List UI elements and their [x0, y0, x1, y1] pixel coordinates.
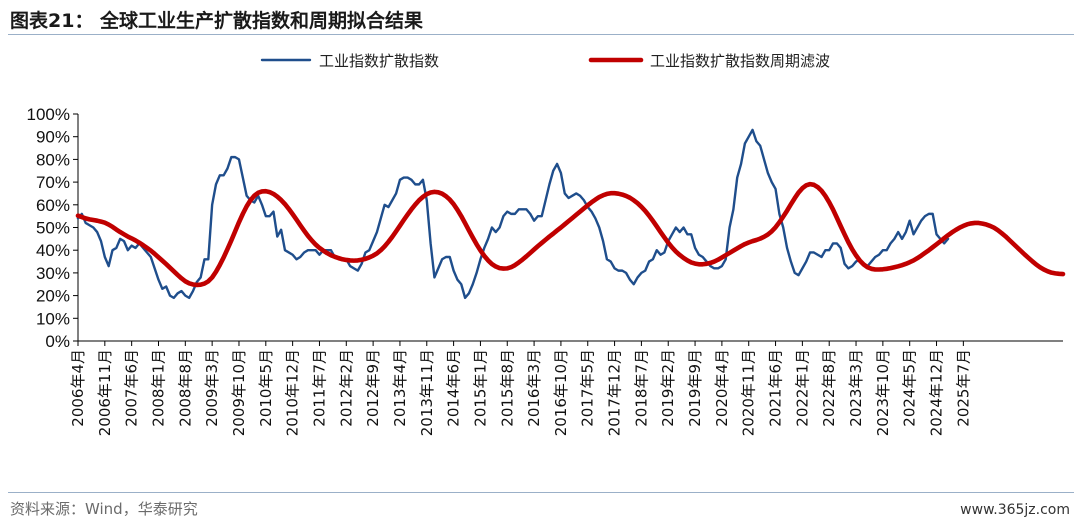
- x-tick-label: 2017年5月: [579, 349, 597, 427]
- x-tick-label: 2024年5月: [901, 349, 919, 427]
- x-tick-label: 2009年10月: [230, 349, 248, 436]
- y-tick-label: 0%: [45, 332, 70, 351]
- x-tick-label: 2022年8月: [820, 349, 838, 427]
- series-line-1: [76, 128, 950, 300]
- x-tick-label: 2013年4月: [391, 349, 409, 427]
- x-tick-label: 2020年4月: [713, 349, 731, 427]
- legend-label-2: 工业指数扩散指数周期滤波: [650, 52, 830, 70]
- y-tick-label: 100%: [27, 105, 70, 124]
- source-divider: [8, 492, 1074, 493]
- y-tick-label: 10%: [36, 309, 70, 328]
- x-tick-label: 2010年5月: [257, 349, 275, 427]
- chart-legend: 工业指数扩散指数 工业指数扩散指数周期滤波: [260, 52, 830, 70]
- x-tick-label: 2008年8月: [176, 349, 194, 427]
- x-tick-label: 2023年3月: [847, 349, 865, 427]
- x-tick-label: 2020年11月: [740, 349, 758, 436]
- x-tick-label: 2013年11月: [418, 349, 436, 436]
- x-tick-label: 2008年1月: [149, 349, 167, 427]
- x-tick-label: 2007年6月: [123, 349, 141, 427]
- x-tick-label: 2012年9月: [364, 349, 382, 427]
- y-tick-label: 80%: [36, 150, 70, 169]
- x-tick-label: 2006年4月: [69, 349, 87, 427]
- figure-title: 图表21： 全球工业生产扩散指数和周期拟合结果: [10, 10, 424, 32]
- y-tick-label: 90%: [36, 128, 70, 147]
- x-tick-label: 2011年7月: [310, 349, 328, 427]
- x-tick-label: 2022年1月: [793, 349, 811, 427]
- source-note: 资料来源：Wind，华泰研究: [10, 500, 198, 518]
- x-tick-label: 2024年12月: [928, 349, 946, 436]
- y-tick-label: 20%: [36, 287, 70, 306]
- x-tick-label: 2015年8月: [498, 349, 516, 427]
- x-tick-label: 2017年12月: [606, 349, 624, 436]
- x-axis: 2006年4月 2006年11月 2007年6月 2008年1月 2008年8月 2009…: [69, 340, 1063, 436]
- x-tick-label: 2015年1月: [471, 349, 489, 427]
- x-tick-label: 2025年7月: [954, 349, 972, 427]
- y-tick-label: 30%: [36, 264, 70, 283]
- y-axis: 0% 10% 20% 30% 40% 50% 60% 70% 80% 90% 100%: [27, 105, 79, 351]
- y-tick-label: 50%: [36, 219, 70, 238]
- watermark-text: www.365jz.com: [960, 502, 1070, 518]
- series-layer: [75, 128, 1066, 300]
- y-tick-label: 70%: [36, 173, 70, 192]
- x-tick-label: 2019年2月: [659, 349, 677, 427]
- x-tick-label: 2014年6月: [445, 349, 463, 427]
- x-tick-label: 2021年6月: [767, 349, 785, 427]
- x-tick-label: 2019年9月: [686, 349, 704, 427]
- x-tick-label: 2012年2月: [337, 349, 355, 427]
- x-tick-label: 2023年10月: [874, 349, 892, 436]
- x-tick-label: 2010年12月: [284, 349, 302, 436]
- series-line-2: [75, 181, 1066, 288]
- x-tick-label: 2009年3月: [203, 349, 221, 427]
- y-tick-label: 60%: [36, 196, 70, 215]
- x-tick-label: 2016年10月: [552, 349, 570, 436]
- line-chart: 工业指数扩散指数 工业指数扩散指数周期滤波 0% 10% 20% 30% 40% 50% 60…: [27, 52, 1066, 436]
- title-divider: [8, 34, 1074, 35]
- x-tick-label: 2006年11月: [96, 349, 114, 436]
- y-tick-label: 40%: [36, 241, 70, 260]
- legend-label-1: 工业指数扩散指数: [319, 52, 439, 70]
- x-tick-label: 2018年7月: [632, 349, 650, 427]
- x-tick-label: 2016年3月: [525, 349, 543, 427]
